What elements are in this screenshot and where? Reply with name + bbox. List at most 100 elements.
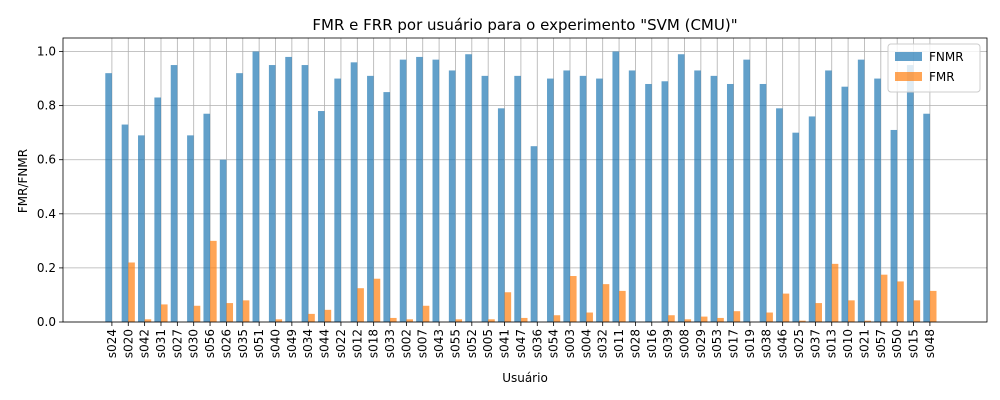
y-tick-label: 0.8 [37,99,56,113]
bar-fmr-s041 [504,292,512,322]
x-tick-label: s035 [236,329,250,358]
bar-fnmr-s004 [579,75,587,323]
x-tick-label: s052 [465,329,479,358]
x-tick-label: s018 [367,329,381,358]
y-tick-label: 1.0 [37,45,56,59]
x-tick-label: s017 [727,329,741,358]
grid [63,38,987,323]
x-tick-label: s054 [547,329,561,358]
legend-swatch-fnmr [895,52,922,61]
x-tick-label: s044 [318,329,332,358]
bar-fnmr-s040 [268,65,276,323]
chart-title: FMR e FRR por usuário para o experimento… [312,16,737,34]
x-tick-label: s012 [350,329,364,358]
y-axis-label: FMR/FNMR [16,149,30,213]
bar-fnmr-s021 [857,59,865,322]
x-tick-label: s040 [269,329,283,358]
bar-fmr-s053 [717,317,724,322]
bar-fnmr-s046 [776,108,783,322]
bar-fmr-s047 [520,317,528,322]
x-axis-label: Usuário [502,371,548,385]
bar-fnmr-s031 [154,97,161,322]
x-tick-label: s002 [399,329,413,358]
bar-fnmr-s039 [661,81,669,322]
bar-fmr-s056 [210,240,217,322]
bar-fmr-s018 [373,278,381,322]
bar-fnmr-s036 [530,146,538,322]
bar-fmr-s037 [815,303,822,322]
bar-fmr-s044 [324,309,332,322]
bar-fnmr-s018 [367,75,374,323]
x-tick-label: s041 [498,329,512,358]
bar-fnmr-s041 [497,108,505,322]
bar-fmr-s010 [848,300,855,322]
bar-fnmr-s044 [317,111,325,322]
x-tick-label: s010 [841,329,855,358]
bar-fnmr-s010 [841,86,849,322]
x-tick-label: s037 [808,329,822,358]
bar-fnmr-s038 [759,83,767,322]
bar-fnmr-s022 [334,78,341,322]
bars [105,51,937,323]
bar-fmr-s017 [733,311,741,322]
x-tick-label: s013 [825,329,839,358]
bar-fmr-s050 [897,281,904,322]
x-tick-label: s004 [579,329,593,358]
bar-fnmr-s020 [121,124,129,322]
x-tick-label: s038 [759,329,773,358]
x-tick-label: s047 [514,329,528,358]
x-tick-label: s007 [416,329,430,358]
bar-fmr-s057 [880,274,888,322]
legend-swatch-fmr [895,72,922,81]
x-tick-label: s026 [219,329,233,358]
x-tick-label: s043 [432,329,446,358]
bar-fmr-s046 [782,293,790,322]
bar-fnmr-s037 [808,116,816,322]
bar-fnmr-s013 [825,70,832,323]
bar-fmr-s026 [226,303,234,322]
x-tick-label: s019 [743,329,757,358]
bar-fmr-s012 [357,288,364,322]
bar-fnmr-s054 [547,78,554,322]
bar-fmr-s048 [929,290,937,322]
bar-fnmr-s048 [923,113,930,322]
x-tick-label: s030 [187,329,201,358]
bar-fmr-s008 [684,319,692,322]
x-tick-label: s003 [563,329,577,358]
x-tick-label: s055 [448,329,462,358]
x-tick-label: s048 [923,329,937,358]
bar-fnmr-s053 [710,75,718,323]
bar-fnmr-s029 [694,70,701,323]
bar-fnmr-s005 [481,75,489,323]
y-tick-label: 0.6 [37,153,56,167]
bar-fnmr-s030 [187,135,194,322]
bar-fnmr-s011 [612,51,620,323]
x-tick-label: s027 [170,329,184,358]
bar-fnmr-s026 [219,159,227,322]
x-tick-label: s029 [694,329,708,358]
bar-fmr-s042 [144,319,152,322]
x-tick-label: s025 [792,329,806,358]
x-tick-label: s022 [334,329,348,358]
bar-fmr-s013 [831,263,839,322]
bar-fnmr-s035 [236,73,243,322]
x-tick-label: s028 [628,329,642,358]
x-tick-label: s050 [890,329,904,358]
bar-fmr-s054 [553,315,561,322]
y-tick-label: 0.0 [37,315,56,329]
bar-fmr-s005 [488,319,495,322]
bar-fnmr-s056 [203,113,211,322]
legend: FNMR FMR [887,43,981,93]
bar-fmr-s039 [668,315,675,322]
x-tick-label: s057 [874,329,888,358]
bar-fmr-s020 [128,262,135,322]
bar-fnmr-s002 [399,59,407,322]
x-tick-label: s033 [383,329,397,358]
bar-fnmr-s017 [726,83,734,322]
bar-fnmr-s057 [874,78,881,322]
bar-fmr-s021 [864,320,872,322]
y-tick-label: 0.4 [37,207,56,221]
bar-fnmr-s034 [301,65,309,323]
